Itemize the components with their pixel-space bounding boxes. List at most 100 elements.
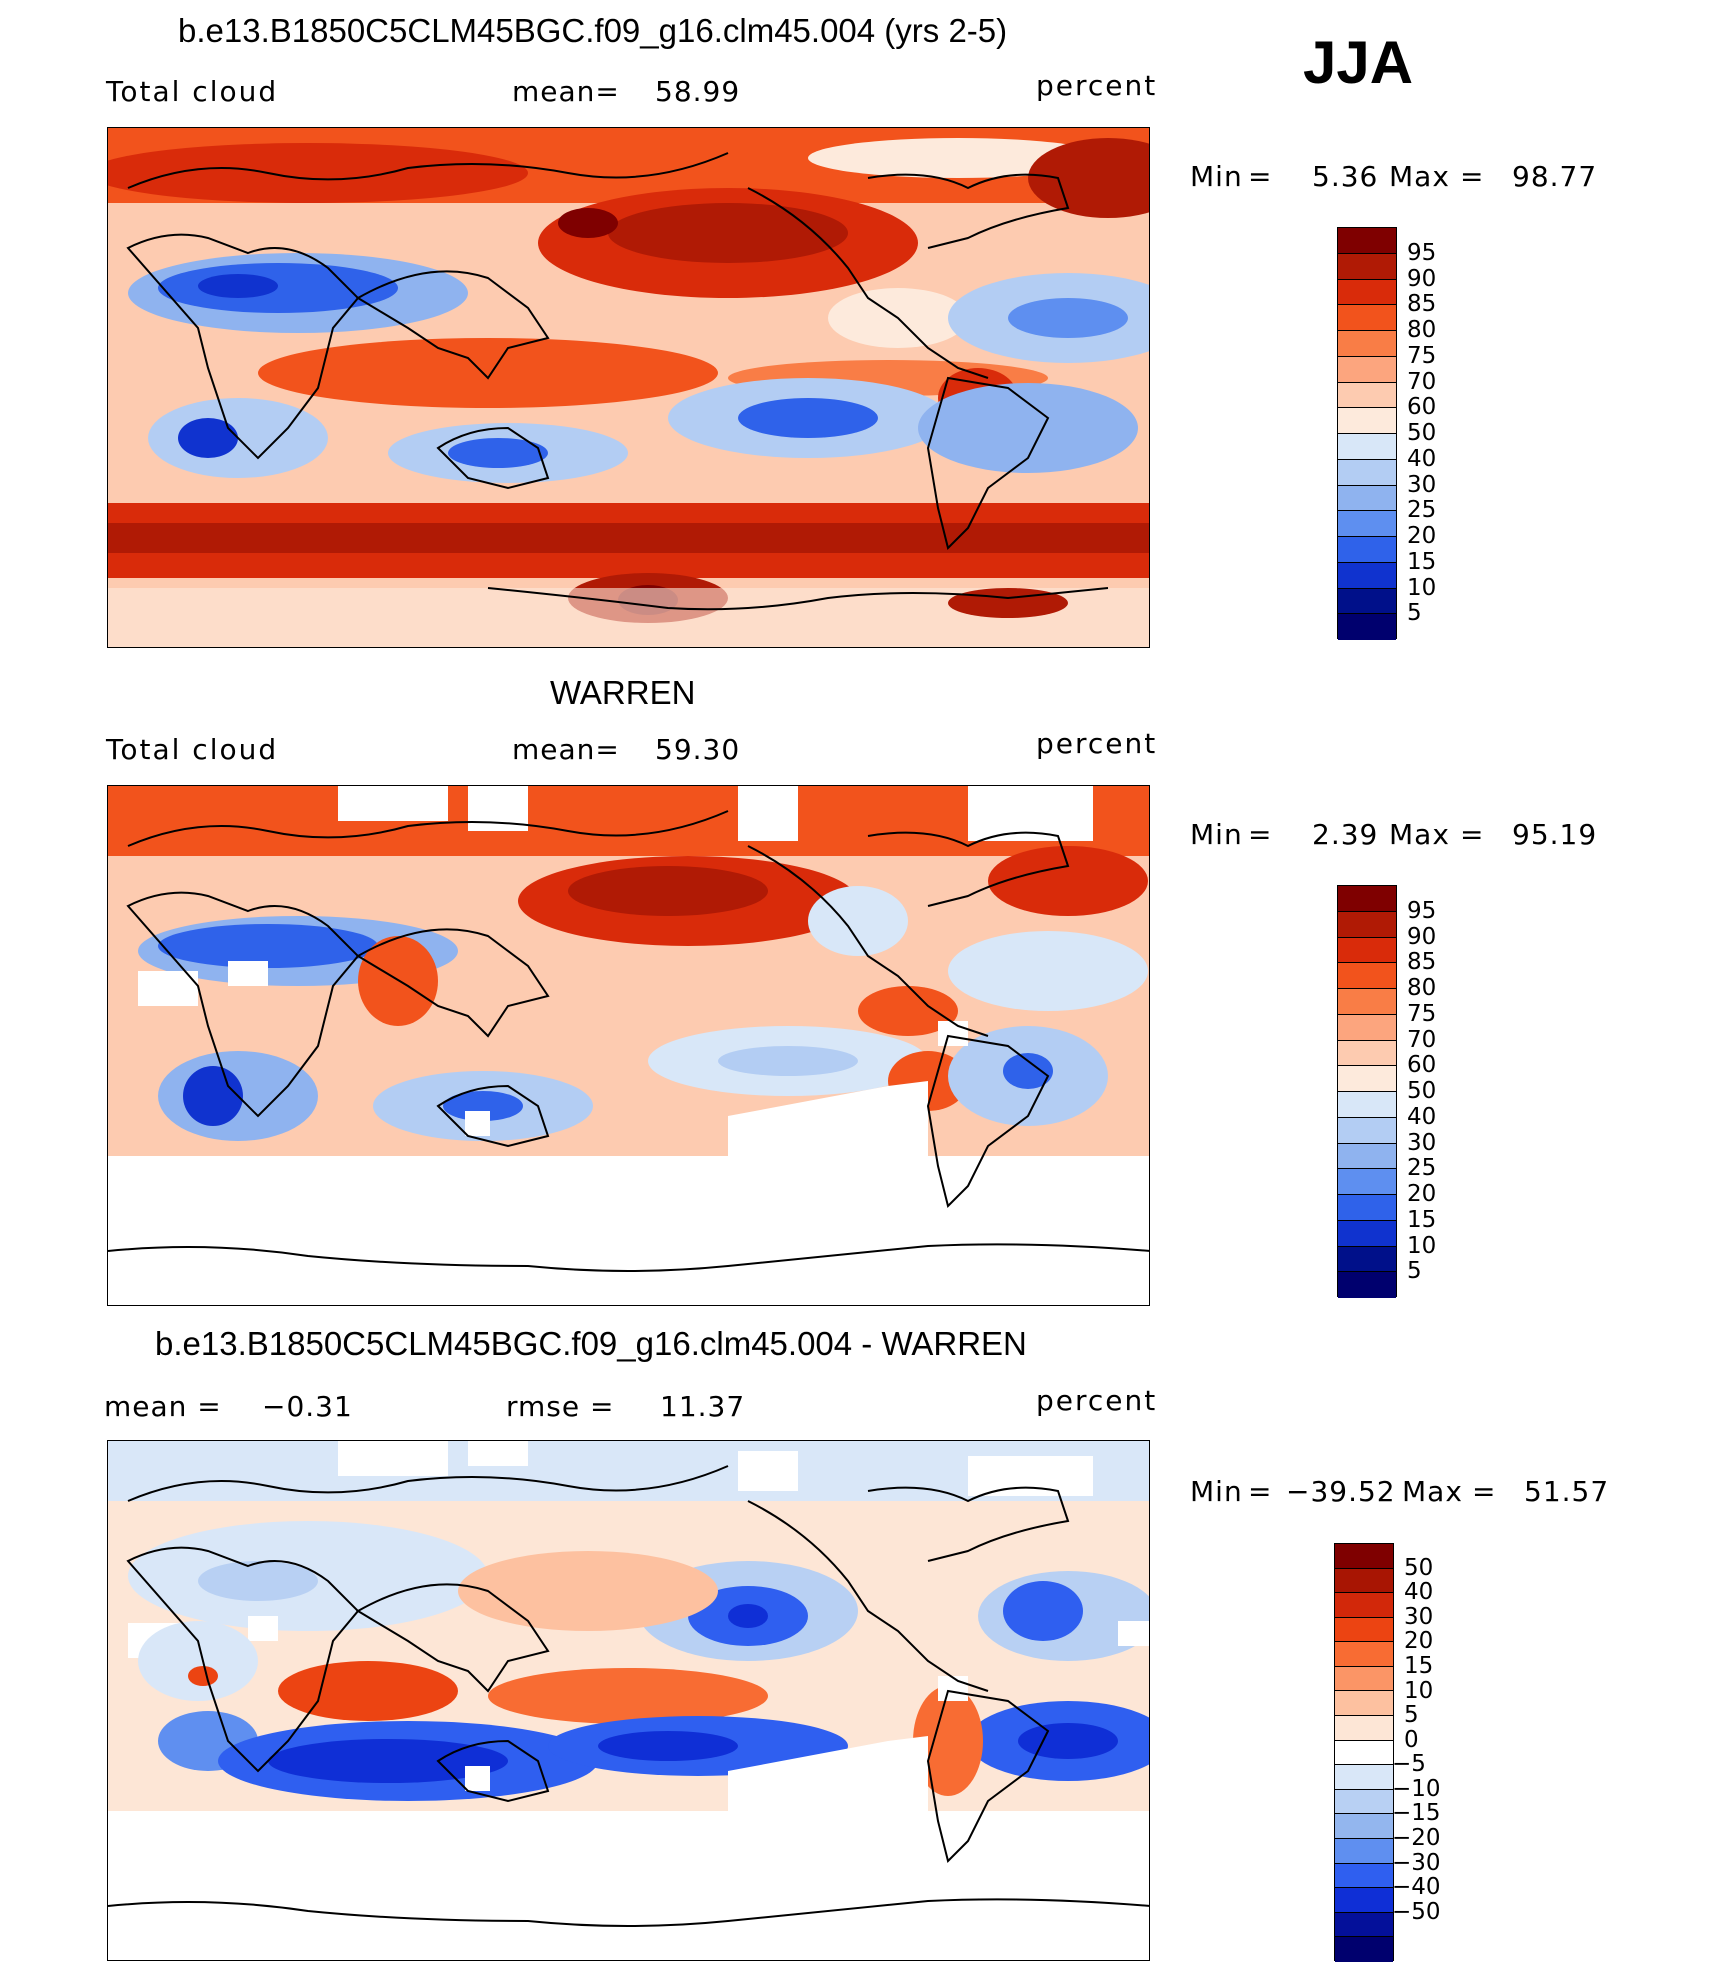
colorbar-segment <box>1338 1195 1396 1221</box>
panel-1-min-value: 5.36 <box>1312 160 1379 193</box>
panel-3-max-eq: = <box>1472 1475 1497 1508</box>
colorbar-segment <box>1335 1642 1393 1667</box>
panel-1-units: percent <box>1036 69 1158 102</box>
colorbar-segment <box>1338 434 1396 460</box>
colorbar-segment <box>1335 1838 1393 1864</box>
colorbar-tick-label: 60 <box>1407 394 1437 421</box>
panel-2-units: percent <box>1036 727 1158 760</box>
panel-3-colorbar <box>1334 1543 1394 1962</box>
colorbar-segment <box>1335 1863 1393 1889</box>
colorbar-segment <box>1338 1066 1396 1092</box>
colorbar-tick-label: 40 <box>1404 1579 1434 1606</box>
panel-2-max-label: Max <box>1389 818 1450 851</box>
colorbar-segment <box>1338 331 1396 357</box>
colorbar-segment <box>1335 1617 1393 1643</box>
panel-1-variable-label: Total cloud <box>106 75 279 108</box>
colorbar-tick-label: 80 <box>1407 975 1437 1001</box>
colorbar-segment <box>1338 1169 1396 1195</box>
panel-3-min-value: −39.52 <box>1286 1475 1396 1508</box>
colorbar-tick-label: 75 <box>1407 342 1437 369</box>
colorbar-segment <box>1338 1092 1396 1118</box>
colorbar-segment <box>1338 989 1396 1015</box>
panel-1-title: b.e13.B1850C5CLM45BGC.f09_g16.clm45.004 … <box>178 12 1008 49</box>
panel-3-rmse-label: rmse = <box>506 1390 615 1423</box>
panel-3-map <box>107 1440 1150 1961</box>
panel-3-mean-label: mean = <box>104 1390 222 1423</box>
colorbar-tick-label: 15 <box>1407 548 1437 575</box>
colorbar-tick-label: 10 <box>1404 1677 1434 1704</box>
panel-3-rmse-value: 11.37 <box>660 1390 746 1423</box>
colorbar-segment <box>1338 562 1396 589</box>
colorbar-tick-label: 80 <box>1407 317 1437 343</box>
colorbar-tick-label: 40 <box>1407 445 1437 472</box>
colorbar-tick-label: 75 <box>1407 1000 1437 1027</box>
colorbar-segment <box>1335 1716 1393 1741</box>
panel-1-min-eq: = <box>1248 160 1273 193</box>
colorbar-tick-label: 20 <box>1404 1628 1434 1655</box>
panel-2-min-value: 2.39 <box>1312 818 1379 851</box>
colorbar-segment <box>1335 1740 1393 1766</box>
panel-2-map <box>107 785 1150 1306</box>
colorbar-segment <box>1338 614 1396 640</box>
colorbar-segment <box>1338 253 1396 280</box>
colorbar-segment <box>1338 886 1396 912</box>
colorbar-segment <box>1338 1040 1396 1067</box>
colorbar-segment <box>1338 382 1396 409</box>
panel-1-mean-label: mean= <box>512 75 620 108</box>
panel-1-colorbar <box>1337 227 1397 640</box>
colorbar-segment <box>1335 1666 1393 1692</box>
panel-1-mean-value: 58.99 <box>655 75 741 108</box>
panel-1-max-label: Max <box>1389 160 1450 193</box>
colorbar-tick-label: 30 <box>1407 471 1437 498</box>
colorbar-segment <box>1338 485 1396 512</box>
panel-2-mean-value: 59.30 <box>655 733 741 766</box>
colorbar-tick-label: 15 <box>1407 1206 1437 1233</box>
colorbar-segment <box>1335 1937 1393 1962</box>
panel-2-mean-label: mean= <box>512 733 620 766</box>
panel-2-colorbar <box>1337 885 1397 1298</box>
colorbar-segment <box>1338 459 1396 486</box>
colorbar-segment <box>1335 1544 1393 1569</box>
colorbar-segment <box>1335 1593 1393 1618</box>
colorbar-segment <box>1338 356 1396 383</box>
colorbar-tick-label: 85 <box>1407 291 1437 318</box>
colorbar-tick-label: 40 <box>1407 1103 1437 1130</box>
colorbar-segment <box>1338 963 1396 989</box>
panel-2-title: WARREN <box>550 674 696 711</box>
colorbar-tick-label: 5 <box>1407 600 1422 627</box>
colorbar-tick-label: 10 <box>1407 1232 1437 1259</box>
colorbar-segment <box>1338 228 1396 254</box>
panel-2-variable-label: Total cloud <box>106 733 279 766</box>
colorbar-tick-label: −5 <box>1392 1751 1426 1778</box>
panel-3-mean-value: −0.31 <box>262 1390 353 1423</box>
panel-3-min-eq: = <box>1248 1475 1273 1508</box>
colorbar-tick-label: −50 <box>1392 1898 1441 1925</box>
colorbar-tick-label: 30 <box>1407 1129 1437 1156</box>
colorbar-tick-label: 90 <box>1407 265 1437 292</box>
colorbar-tick-label: 50 <box>1407 420 1437 446</box>
colorbar-tick-label: 90 <box>1407 923 1437 950</box>
panel-1-max-value: 98.77 <box>1512 160 1598 193</box>
colorbar-tick-label: 95 <box>1407 897 1437 924</box>
colorbar-segment <box>1338 1117 1396 1144</box>
colorbar-tick-label: 25 <box>1407 1155 1437 1182</box>
colorbar-tick-label: −40 <box>1392 1874 1441 1901</box>
colorbar-tick-label: 20 <box>1407 1181 1437 1207</box>
colorbar-tick-label: −20 <box>1392 1825 1441 1852</box>
panel-2-min-eq: = <box>1248 818 1273 851</box>
colorbar-segment <box>1335 1789 1393 1815</box>
colorbar-segment <box>1335 1814 1393 1839</box>
colorbar-segment <box>1338 588 1396 615</box>
colorbar-tick-label: −15 <box>1392 1800 1441 1827</box>
colorbar-tick-label: 0 <box>1404 1726 1419 1753</box>
colorbar-segment <box>1338 305 1396 331</box>
colorbar-segment <box>1335 1691 1393 1717</box>
panel-2-max-value: 95.19 <box>1512 818 1598 851</box>
colorbar-segment <box>1338 937 1396 964</box>
colorbar-tick-label: 50 <box>1404 1554 1434 1581</box>
panel-3-title: b.e13.B1850C5CLM45BGC.f09_g16.clm45.004 … <box>155 1325 1027 1362</box>
colorbar-tick-label: 70 <box>1407 368 1437 395</box>
colorbar-tick-label: 15 <box>1404 1652 1434 1679</box>
colorbar-tick-label: 85 <box>1407 949 1437 976</box>
colorbar-tick-label: −10 <box>1392 1775 1441 1802</box>
